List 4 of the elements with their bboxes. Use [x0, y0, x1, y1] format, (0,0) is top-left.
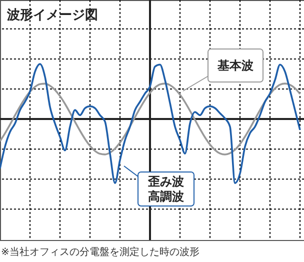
text: 基本波	[216, 58, 254, 72]
series-label: 歪み波高調波	[147, 174, 185, 204]
chart-title: 波形イメージ図	[6, 8, 98, 23]
text: ※当社オフィスの分電盤を測定した時の波形	[1, 246, 200, 258]
